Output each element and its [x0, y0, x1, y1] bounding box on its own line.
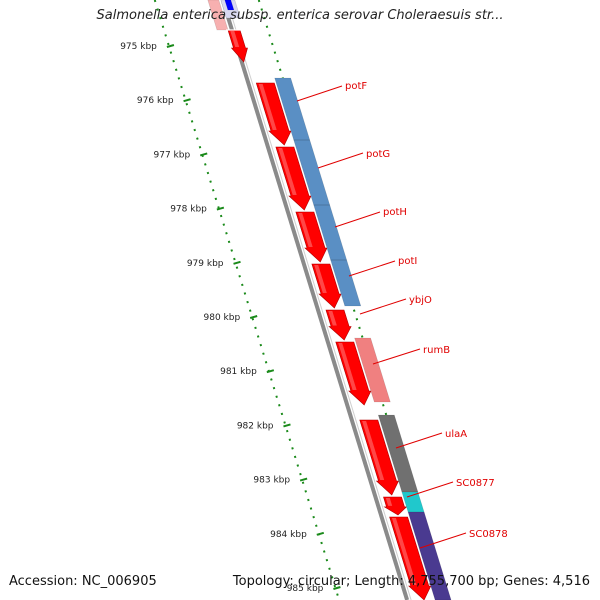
cds-arrow: [311, 263, 342, 309]
cds-arrow-highlight: [328, 311, 337, 326]
backbone-highlight: [226, 0, 412, 600]
function-band-potFGHI: [274, 77, 362, 307]
tick-label: 983 kbp: [253, 476, 290, 486]
tick-label: 982 kbp: [237, 421, 274, 431]
gene-label: potH: [383, 207, 407, 218]
backbone: [220, 0, 412, 600]
cds-arrow-highlight: [298, 213, 313, 247]
gene-label-leader: [334, 211, 381, 228]
tick-label: 979 kbp: [187, 259, 224, 269]
cds-arrow: [389, 516, 432, 600]
cds-arrow: [383, 496, 408, 516]
tick-mark: [333, 586, 341, 590]
tick-label: 985 kbp: [287, 584, 324, 594]
backbone-line: [220, 0, 410, 600]
tick-label: 977 kbp: [154, 150, 191, 160]
gene-label-leader: [419, 532, 467, 549]
cds-arrow-highlight: [258, 84, 277, 130]
tick-label: 976 kbp: [137, 96, 174, 106]
tick-mark: [316, 531, 325, 536]
cds-arrow: [359, 419, 399, 496]
tick-label: 984 kbp: [270, 530, 307, 540]
gene-label-leader: [406, 481, 454, 498]
cds-arrow: [255, 82, 292, 146]
cds-arrow: [325, 309, 352, 341]
tick-label: 980 kbp: [204, 313, 241, 323]
gene-label-leader: [296, 85, 343, 102]
gene-labels: potF potG potH potI ybjO rumB ulaA SC0877 SC0878: [296, 81, 508, 549]
gene-label-leader: [348, 260, 396, 277]
tick-mark: [233, 260, 241, 265]
tick-mark: [299, 477, 308, 482]
cds-arrow: [335, 341, 372, 406]
tick-mark: [266, 369, 275, 374]
gene-label-leader: [395, 432, 443, 449]
gene-label-leader: [372, 348, 421, 365]
class-partial-top-mark: [224, 0, 235, 11]
gene-label: ybjO: [409, 295, 432, 306]
tick-mark: [216, 206, 225, 211]
tick-mark: [199, 152, 208, 157]
gene-label: potI: [398, 256, 417, 267]
tick-mark: [283, 423, 291, 428]
accession-text: Accession: NC_006905: [9, 574, 157, 589]
function-band-SC0878: [407, 511, 452, 600]
cds-arrow-highlight: [338, 343, 357, 390]
function-band-rumB: [354, 337, 391, 403]
topology-summary: Topology: circular; Length: 4,755,700 bp…: [232, 574, 590, 589]
tick-label: 981 kbp: [220, 367, 257, 377]
cds-arrow: [295, 211, 328, 263]
gene-label-leader: [317, 152, 364, 169]
cds-arrow-highlight: [391, 518, 417, 585]
gene-label: potF: [345, 81, 367, 92]
cds-arrow-top: [227, 29, 248, 63]
tick-label: 978 kbp: [170, 205, 207, 215]
gene-label: SC0878: [469, 529, 508, 540]
cds-arrow-highlight: [385, 498, 393, 506]
cds-arrow: [275, 146, 312, 211]
cds-arrow-top-highlight: [230, 31, 240, 47]
cds-arrow-highlight: [362, 421, 385, 480]
tick-mark: [166, 44, 175, 48]
map-title: Salmonella enterica subsp. enterica sero…: [96, 8, 504, 23]
ruler-line: [153, 0, 341, 600]
gene-label-leader: [359, 298, 407, 315]
cds-arrow-highlight: [314, 265, 327, 293]
tick-mark: [183, 98, 191, 103]
tick-mark: [249, 315, 258, 319]
gene-label: SC0877: [456, 478, 495, 489]
tick-label: 975 kbp: [120, 42, 157, 52]
feature-track: [207, 0, 452, 600]
gene-label: potG: [366, 149, 390, 160]
cds-arrow-highlight: [278, 148, 297, 195]
gene-label: rumB: [423, 345, 450, 356]
gene-label: ulaA: [445, 429, 467, 440]
